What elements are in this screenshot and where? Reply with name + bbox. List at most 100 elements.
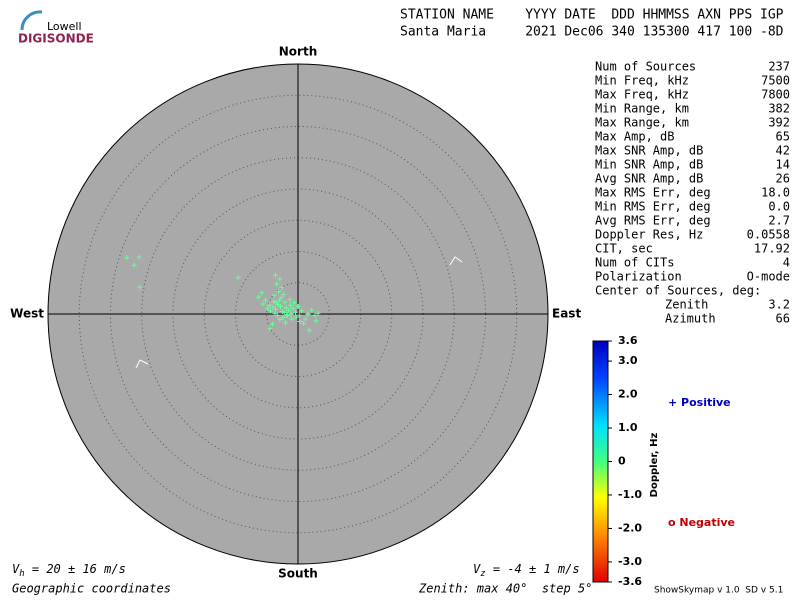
source-point bbox=[273, 272, 278, 278]
colorbar-tick-label: -3.0 bbox=[618, 555, 642, 568]
logo-top: Lowell bbox=[47, 20, 82, 33]
source-point bbox=[260, 301, 266, 307]
source-point bbox=[289, 316, 295, 322]
stat-value: 14 bbox=[776, 158, 790, 172]
source-point bbox=[288, 302, 293, 308]
source-point bbox=[297, 319, 303, 324]
vz: Vz = -4 ± 1 m/s bbox=[473, 562, 580, 579]
header-line: Santa Maria 2021 Dec06 340 135300 417 10… bbox=[400, 25, 784, 40]
source-point bbox=[256, 294, 262, 300]
stat-value: O-mode bbox=[747, 270, 790, 284]
stat-label: Num of CITs bbox=[595, 256, 674, 270]
legend-negative: o Negative bbox=[668, 516, 735, 529]
vh: Vh = 20 ± 16 m/s bbox=[12, 562, 126, 579]
stat-value: 26 bbox=[776, 172, 790, 186]
stat-value: 4 bbox=[783, 256, 790, 270]
source-point bbox=[309, 307, 315, 313]
stat-value: 42 bbox=[776, 144, 790, 158]
dir-label: East bbox=[552, 307, 581, 321]
source-point bbox=[267, 325, 273, 331]
coords: Geographic coordinates bbox=[12, 582, 171, 596]
colorbar-tick-label: 0 bbox=[618, 455, 626, 468]
stat-label: Min RMS Err, deg bbox=[595, 200, 711, 214]
zenith-note: Zenith: max 40° step 5° bbox=[418, 582, 592, 596]
stat-value: 237 bbox=[768, 60, 790, 74]
stat-label: Azimuth bbox=[665, 312, 716, 326]
source-point bbox=[124, 255, 130, 261]
dir-label: North bbox=[279, 45, 317, 59]
stat-label: Max Range, km bbox=[595, 116, 689, 130]
source-point bbox=[271, 299, 277, 304]
colorbar-tick-label: -1.0 bbox=[618, 488, 642, 501]
stat-value: 0.0558 bbox=[747, 228, 790, 242]
source-point bbox=[283, 320, 288, 326]
source-point bbox=[235, 275, 241, 281]
stat-label: Min Freq, kHz bbox=[595, 74, 689, 88]
center-label: Center of Sources, deg: bbox=[595, 284, 761, 298]
source-point bbox=[137, 284, 143, 290]
stat-value: 2.7 bbox=[768, 214, 790, 228]
source-point bbox=[274, 281, 280, 287]
source-point bbox=[282, 299, 288, 305]
stat-value: 18.0 bbox=[761, 186, 790, 200]
stat-value: 382 bbox=[768, 102, 790, 116]
source-point bbox=[312, 312, 318, 318]
source-point bbox=[277, 317, 283, 323]
source-point bbox=[269, 321, 275, 327]
stat-label: Avg RMS Err, deg bbox=[595, 214, 711, 228]
stat-label: CIT, sec bbox=[595, 242, 653, 256]
stat-value: 65 bbox=[776, 130, 790, 144]
source-point bbox=[296, 312, 302, 318]
source-point bbox=[293, 309, 298, 315]
stat-label: Zenith bbox=[665, 298, 708, 312]
stat-value: 66 bbox=[776, 312, 790, 326]
stat-label: Max Amp, dB bbox=[595, 130, 674, 144]
stat-value: 7800 bbox=[761, 88, 790, 102]
version: ShowSkymap v 1.0 SD v 5.1 bbox=[654, 586, 783, 596]
colorbar-tick-label: 1.0 bbox=[618, 421, 638, 434]
source-point bbox=[279, 285, 285, 291]
source-point bbox=[295, 304, 301, 309]
source-point bbox=[291, 300, 297, 306]
source-point bbox=[287, 297, 293, 303]
source-point bbox=[276, 289, 282, 294]
stat-label: Num of Sources bbox=[595, 60, 696, 74]
header-line: STATION NAME YYYY DATE DDD HHMMSS AXN PP… bbox=[400, 8, 784, 23]
colorbar-tick-label: 3.6 bbox=[618, 334, 638, 347]
stat-label: Doppler Res, Hz bbox=[595, 228, 703, 242]
logo-bottom: DIGISONDE bbox=[18, 32, 94, 46]
source-point bbox=[283, 305, 289, 311]
colorbar bbox=[592, 340, 609, 583]
stat-value: 7500 bbox=[761, 74, 790, 88]
source-point bbox=[131, 262, 137, 268]
dir-label: West bbox=[10, 307, 44, 321]
stat-value: 392 bbox=[768, 116, 790, 130]
arrow-mark bbox=[135, 359, 149, 369]
source-point bbox=[301, 320, 307, 326]
source-point bbox=[278, 295, 284, 301]
source-point bbox=[268, 308, 273, 314]
source-point bbox=[277, 276, 283, 282]
stat-label: Max Freq, kHz bbox=[595, 88, 689, 102]
source-point bbox=[266, 302, 272, 308]
source-point bbox=[286, 307, 292, 313]
stat-value: 3.2 bbox=[768, 298, 790, 312]
colorbar-label: Doppler, Hz bbox=[649, 433, 660, 498]
source-point bbox=[281, 292, 287, 298]
source-point bbox=[136, 254, 142, 260]
source-point bbox=[280, 315, 286, 321]
colorbar-tick-label: -3.6 bbox=[618, 575, 642, 588]
source-point bbox=[284, 312, 290, 318]
stat-value: 17.92 bbox=[754, 242, 790, 256]
legend-positive: + Positive bbox=[668, 396, 731, 409]
source-point bbox=[288, 311, 294, 317]
colorbar-tick-label: -2.0 bbox=[618, 521, 642, 534]
source-point bbox=[290, 305, 296, 311]
source-point bbox=[271, 292, 277, 298]
source-point bbox=[278, 304, 283, 309]
colorbar-tick-label: 3.0 bbox=[618, 354, 638, 367]
source-point bbox=[259, 290, 265, 296]
stat-label: Min SNR Amp, dB bbox=[595, 158, 703, 172]
